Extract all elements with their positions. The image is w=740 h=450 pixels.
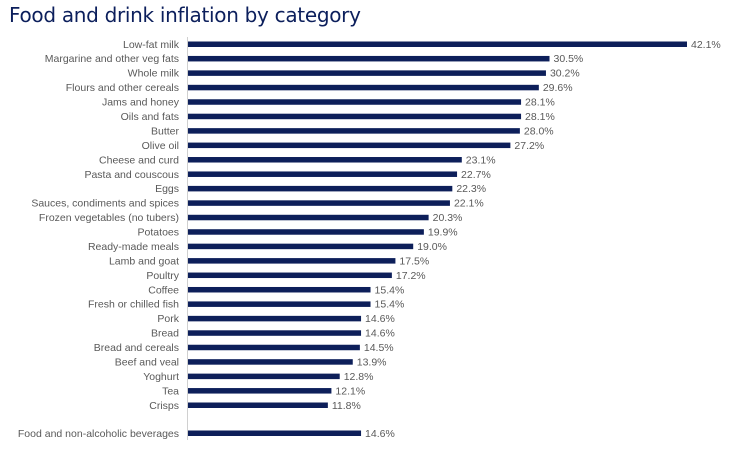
- category-label: Flours and other cereals: [66, 82, 179, 94]
- bar: [188, 84, 539, 91]
- value-label: 15.4%: [375, 284, 405, 296]
- category-label: Eggs: [155, 183, 179, 195]
- category-label: Coffee: [148, 284, 179, 296]
- category-label: Olive oil: [142, 140, 179, 152]
- category-label: Beef and veal: [115, 356, 179, 368]
- value-label: 20.3%: [433, 212, 463, 224]
- bar: [188, 99, 522, 105]
- category-label: Lamb and goat: [109, 255, 179, 267]
- category-label: Sauces, condiments and spices: [31, 198, 179, 210]
- category-label: Cheese and curd: [99, 154, 179, 166]
- value-label: 22.1%: [454, 198, 484, 210]
- bar: [188, 373, 340, 380]
- category-label: Butter: [151, 125, 180, 137]
- category-label: Ready-made meals: [88, 241, 179, 253]
- bar: [188, 258, 396, 264]
- category-label: Bread and cereals: [94, 342, 179, 354]
- category-label: Potatoes: [138, 227, 179, 239]
- category-label: Bread: [151, 328, 179, 340]
- bar: [188, 157, 462, 163]
- bar: [188, 301, 371, 307]
- category-label: Poultry: [146, 270, 179, 282]
- category-label: Crisps: [149, 400, 179, 412]
- category-label: Low-fat milk: [123, 39, 180, 51]
- bar: [188, 430, 362, 436]
- value-label: 30.2%: [550, 68, 580, 80]
- value-label: 28.1%: [525, 111, 555, 123]
- bar: [188, 171, 458, 177]
- value-label: 14.6%: [365, 428, 395, 440]
- value-label: 15.4%: [375, 299, 405, 311]
- category-label: Whole milk: [128, 68, 180, 80]
- value-label: 17.2%: [396, 270, 426, 282]
- value-label: 22.7%: [461, 169, 491, 181]
- value-label: 14.6%: [365, 328, 395, 340]
- value-label: 27.2%: [514, 140, 544, 152]
- value-label: 28.0%: [524, 125, 554, 137]
- bar: [188, 113, 522, 120]
- value-label: 12.1%: [335, 385, 365, 397]
- category-label: Pasta and couscous: [84, 169, 179, 181]
- category-label: Fresh or chilled fish: [88, 299, 179, 311]
- bar: [188, 214, 429, 221]
- bar: [188, 344, 360, 351]
- value-label: 14.5%: [364, 342, 394, 354]
- value-label: 19.0%: [417, 241, 447, 253]
- chart-title: Food and drink inflation by category: [9, 3, 361, 27]
- bar: [188, 185, 453, 192]
- value-label: 28.1%: [525, 97, 555, 109]
- category-label: Jams and honey: [102, 97, 180, 109]
- bar: [188, 142, 511, 149]
- value-label: 17.5%: [399, 255, 429, 267]
- bar: [188, 388, 332, 394]
- category-label: Margarine and other veg fats: [45, 53, 179, 65]
- bar: [188, 229, 424, 235]
- bar: [188, 41, 687, 47]
- category-label: Yoghurt: [143, 371, 179, 383]
- value-label: 12.8%: [344, 371, 374, 383]
- bar: [188, 272, 392, 279]
- bar: [188, 359, 353, 365]
- value-label: 13.9%: [357, 356, 387, 368]
- bar: [188, 402, 328, 408]
- value-label: 22.3%: [456, 183, 486, 195]
- bar: [188, 315, 362, 322]
- category-label: Frozen vegetables (no tubers): [39, 212, 179, 224]
- value-label: 19.9%: [428, 227, 458, 239]
- bar: [188, 55, 550, 62]
- category-label: Tea: [162, 385, 179, 397]
- value-label: 42.1%: [691, 39, 721, 51]
- bar: [188, 200, 450, 206]
- bar: [188, 286, 371, 293]
- bar: [188, 330, 362, 336]
- bar: [188, 70, 546, 76]
- category-label: Oils and fats: [121, 111, 179, 123]
- value-label: 14.6%: [365, 313, 395, 325]
- value-label: 11.8%: [332, 400, 361, 412]
- bar: [188, 128, 520, 134]
- value-label: 23.1%: [466, 154, 496, 166]
- category-label: Pork: [157, 313, 179, 325]
- value-label: 29.6%: [543, 82, 573, 94]
- category-label: Food and non-alcoholic beverages: [18, 428, 179, 440]
- bar: [188, 243, 414, 250]
- value-label: 30.5%: [554, 53, 584, 65]
